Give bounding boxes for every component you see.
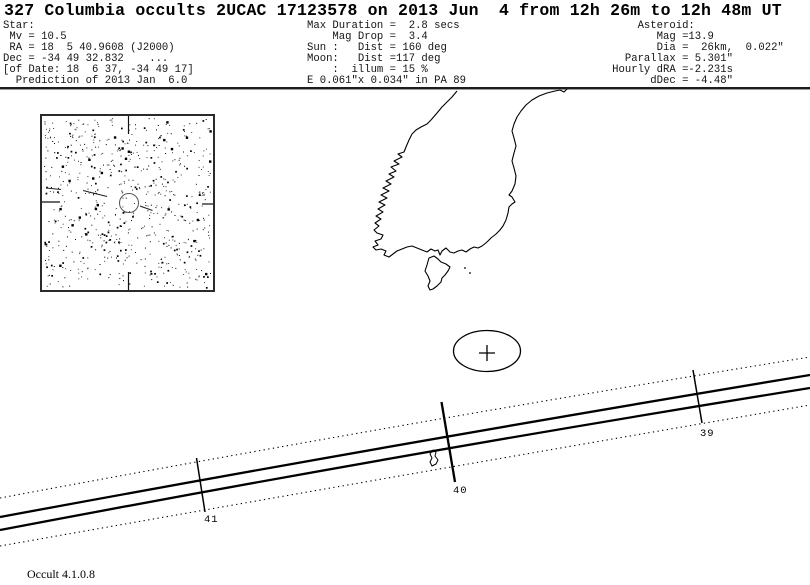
track-interval-label: 1s: [198, 191, 205, 198]
finder-chart: 1s: [40, 114, 215, 292]
asteroid-track-segments: [45, 187, 153, 212]
time-tick-39: [692, 369, 703, 424]
page-title: 327 Columbia occults 2UCAC 17123578 on 2…: [4, 1, 782, 20]
coastline-stewart-island: [424, 255, 451, 291]
star-info-block: Star: Mv = 10.5 RA = 18 5 40.9608 (J2000…: [3, 20, 194, 87]
star-field: [42, 116, 213, 290]
event-info-block: Max Duration = 2.8 secs Mag Drop = 3.4 S…: [307, 20, 466, 87]
islet-dot: [469, 272, 471, 274]
time-tick-41: [195, 457, 206, 513]
time-tick-40: [440, 401, 457, 483]
occult-version: Occult 4.1.0.8: [27, 567, 95, 581]
islet-dot: [464, 267, 466, 269]
error-ellipse: [452, 329, 522, 373]
north-limit-dotted-line: [0, 356, 810, 499]
time-tick-label-40: 40: [453, 485, 468, 497]
path-south-edge-line: [0, 386, 810, 532]
chart-edge-ticks: [42, 116, 213, 290]
time-ticks: [195, 369, 703, 513]
path-north-edge-line: [0, 373, 810, 519]
shadow-path-lines: [0, 373, 810, 532]
coastline-south-island: [372, 88, 568, 258]
time-tick-label-39: 39: [700, 428, 715, 440]
center-cross-icon: [479, 345, 495, 361]
island-snares: [429, 449, 439, 467]
time-tick-label-41: 41: [204, 514, 219, 526]
header-divider: [0, 87, 810, 90]
asteroid-info-block: Asteroid: Mag =13.9 Dia = 26km, 0.022" P…: [612, 20, 784, 87]
uncertainty-limit-lines: [0, 356, 810, 547]
south-limit-dotted-line: [0, 404, 810, 547]
target-star-circle: [119, 193, 139, 213]
